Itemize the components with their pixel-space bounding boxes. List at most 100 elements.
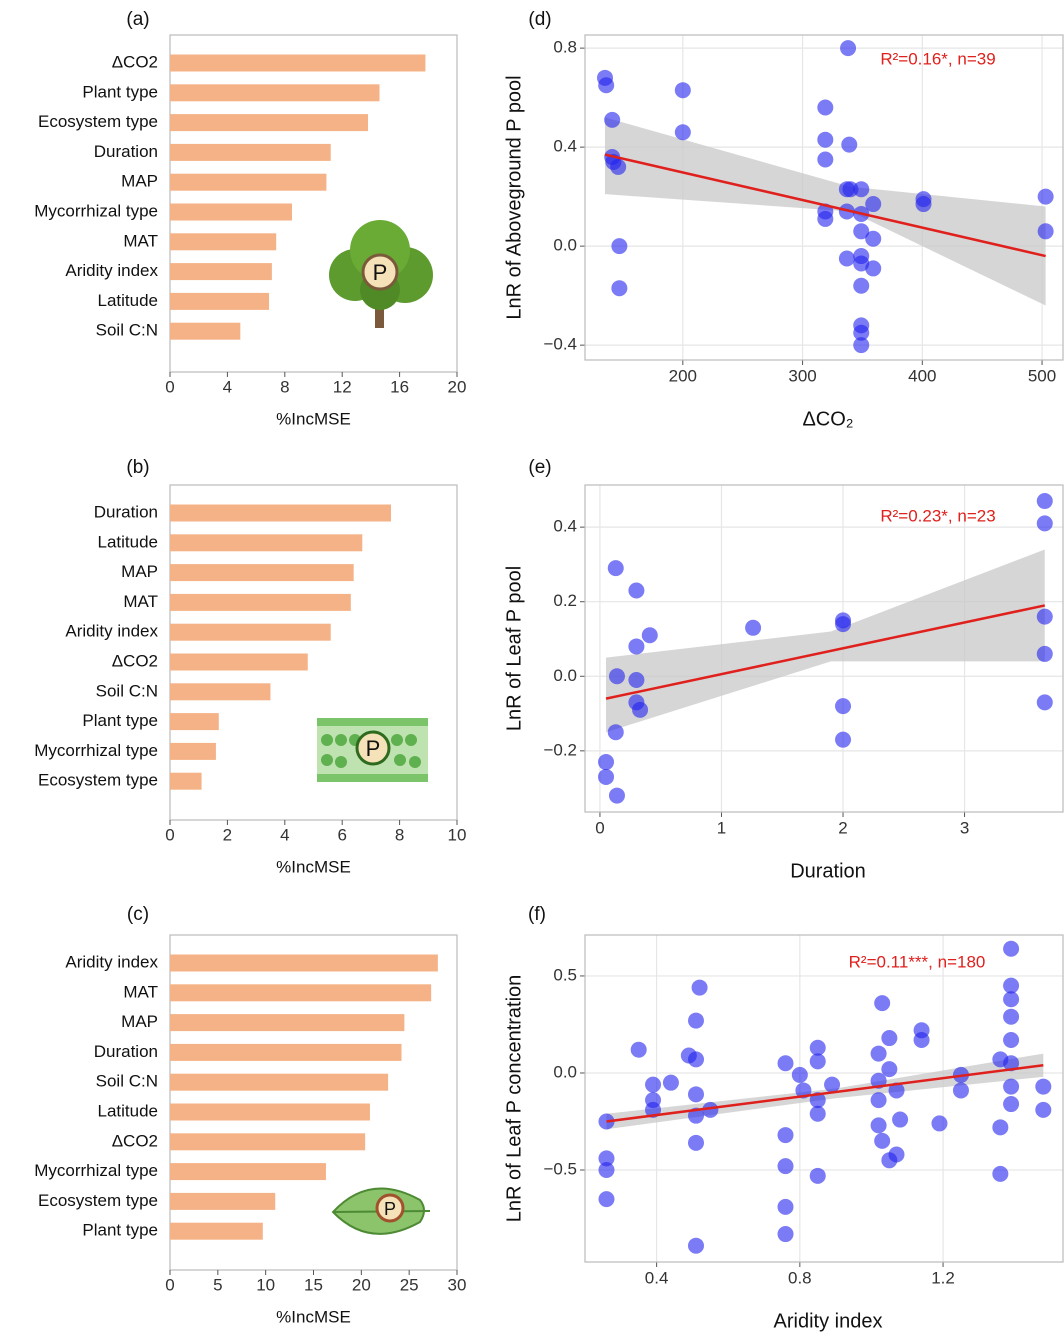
x-tick-label: 200: [669, 366, 697, 385]
point: [853, 337, 869, 353]
category-label: Latitude: [98, 1101, 159, 1120]
point: [778, 1158, 794, 1174]
point: [853, 278, 869, 294]
point: [817, 152, 833, 168]
panel-label: (f): [528, 904, 546, 925]
bar: [170, 984, 431, 1001]
bar: [170, 594, 351, 611]
category-label: MAT: [123, 231, 158, 250]
panel-label: (d): [528, 9, 551, 30]
point: [663, 1075, 679, 1091]
point: [1037, 646, 1053, 662]
x-tick-label: 4: [280, 825, 289, 844]
x-tick-label: 0: [165, 825, 174, 844]
bar: [170, 293, 269, 310]
x-tick-label: 0: [595, 818, 604, 837]
category-label: Soil C:N: [96, 321, 158, 340]
icon-label: P: [384, 1199, 396, 1219]
x-tick-label: 20: [352, 1275, 371, 1294]
point: [914, 1032, 930, 1048]
point: [628, 672, 644, 688]
point: [598, 754, 614, 770]
point: [1035, 1102, 1051, 1118]
bar: [170, 1014, 404, 1031]
point: [1003, 1009, 1019, 1025]
y-axis-title: LnR of Aboveground P pool: [503, 75, 525, 319]
x-tick-label: 16: [390, 377, 409, 396]
bar: [170, 1044, 402, 1061]
icon-label: P: [366, 736, 381, 761]
category-label: Soil C:N: [96, 1072, 158, 1091]
category-label: ΔCO2: [112, 1131, 158, 1150]
x-tick-label: 400: [908, 366, 936, 385]
category-label: MAP: [121, 172, 158, 191]
category-label: Mycorrhizal type: [34, 1161, 158, 1180]
point: [631, 1042, 647, 1058]
x-axis-title: %IncMSE: [276, 857, 351, 876]
bar: [170, 1074, 388, 1091]
x-tick-label: 5: [213, 1275, 222, 1294]
category-label: ΔCO2: [112, 52, 158, 71]
y-tick-label: −0.2: [543, 740, 577, 759]
point: [598, 77, 614, 93]
point: [608, 560, 624, 576]
point: [1003, 1079, 1019, 1095]
point: [889, 1146, 905, 1162]
category-label: Mycorrhizal type: [34, 201, 158, 220]
point: [609, 788, 625, 804]
panel-label: (b): [126, 457, 149, 478]
point: [931, 1115, 947, 1131]
point: [792, 1067, 808, 1083]
bar: [170, 624, 331, 641]
x-tick-label: 1.2: [931, 1268, 955, 1287]
category-label: Duration: [94, 1042, 158, 1061]
category-label: MAT: [123, 982, 158, 1001]
panel-label: (c): [127, 904, 149, 925]
point: [1003, 1096, 1019, 1112]
point: [881, 1030, 897, 1046]
x-tick-label: 0: [165, 1275, 174, 1294]
category-label: Plant type: [82, 82, 158, 101]
category-label: Soil C:N: [96, 681, 158, 700]
point: [642, 627, 658, 643]
bar: [170, 564, 354, 581]
bar: [170, 773, 202, 790]
leaf-icon: P: [333, 1188, 430, 1233]
point: [688, 1135, 704, 1151]
point: [824, 1077, 840, 1093]
y-tick-label: 0.4: [553, 517, 577, 536]
point: [853, 181, 869, 197]
x-tick-label: 0.4: [645, 1268, 669, 1287]
point: [835, 732, 851, 748]
point: [871, 1092, 887, 1108]
point: [1037, 515, 1053, 531]
point: [675, 124, 691, 140]
bar: [170, 84, 380, 101]
confidence-band: [606, 550, 1045, 733]
point: [688, 1013, 704, 1029]
point: [610, 159, 626, 175]
point: [692, 980, 708, 996]
x-tick-label: 6: [337, 825, 346, 844]
y-tick-label: 0.2: [553, 591, 577, 610]
point: [632, 702, 648, 718]
point: [611, 238, 627, 254]
x-tick-label: 10: [256, 1275, 275, 1294]
y-axis-title: LnR of Leaf P concentration: [503, 975, 525, 1223]
point: [1037, 493, 1053, 509]
x-tick-label: 8: [280, 377, 289, 396]
point: [892, 1112, 908, 1128]
scatter-panel: 0123−0.20.00.20.4R²=0.23*, n=23DurationL…: [503, 485, 1063, 882]
bar: [170, 1104, 370, 1121]
bar: [170, 743, 216, 760]
x-tick-label: 0.8: [788, 1268, 812, 1287]
leaf-section-icon: P: [317, 718, 428, 782]
point: [1038, 223, 1054, 239]
point: [598, 1162, 614, 1178]
point: [1035, 1079, 1051, 1095]
annotation: R²=0.11***, n=180: [849, 952, 986, 971]
point: [778, 1055, 794, 1071]
point: [992, 1166, 1008, 1182]
